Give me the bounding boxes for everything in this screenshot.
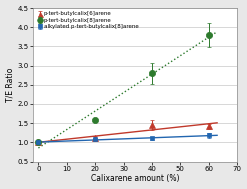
X-axis label: Calixarene amount (%): Calixarene amount (%) [91, 174, 179, 184]
Legend: p-tert-butylcalix[6]arene, p-tert-butylcalix[8]arene, alkylated p-tert-butylcali: p-tert-butylcalix[6]arene, p-tert-butylc… [38, 11, 139, 30]
Y-axis label: T/E Ratio: T/E Ratio [5, 68, 15, 102]
